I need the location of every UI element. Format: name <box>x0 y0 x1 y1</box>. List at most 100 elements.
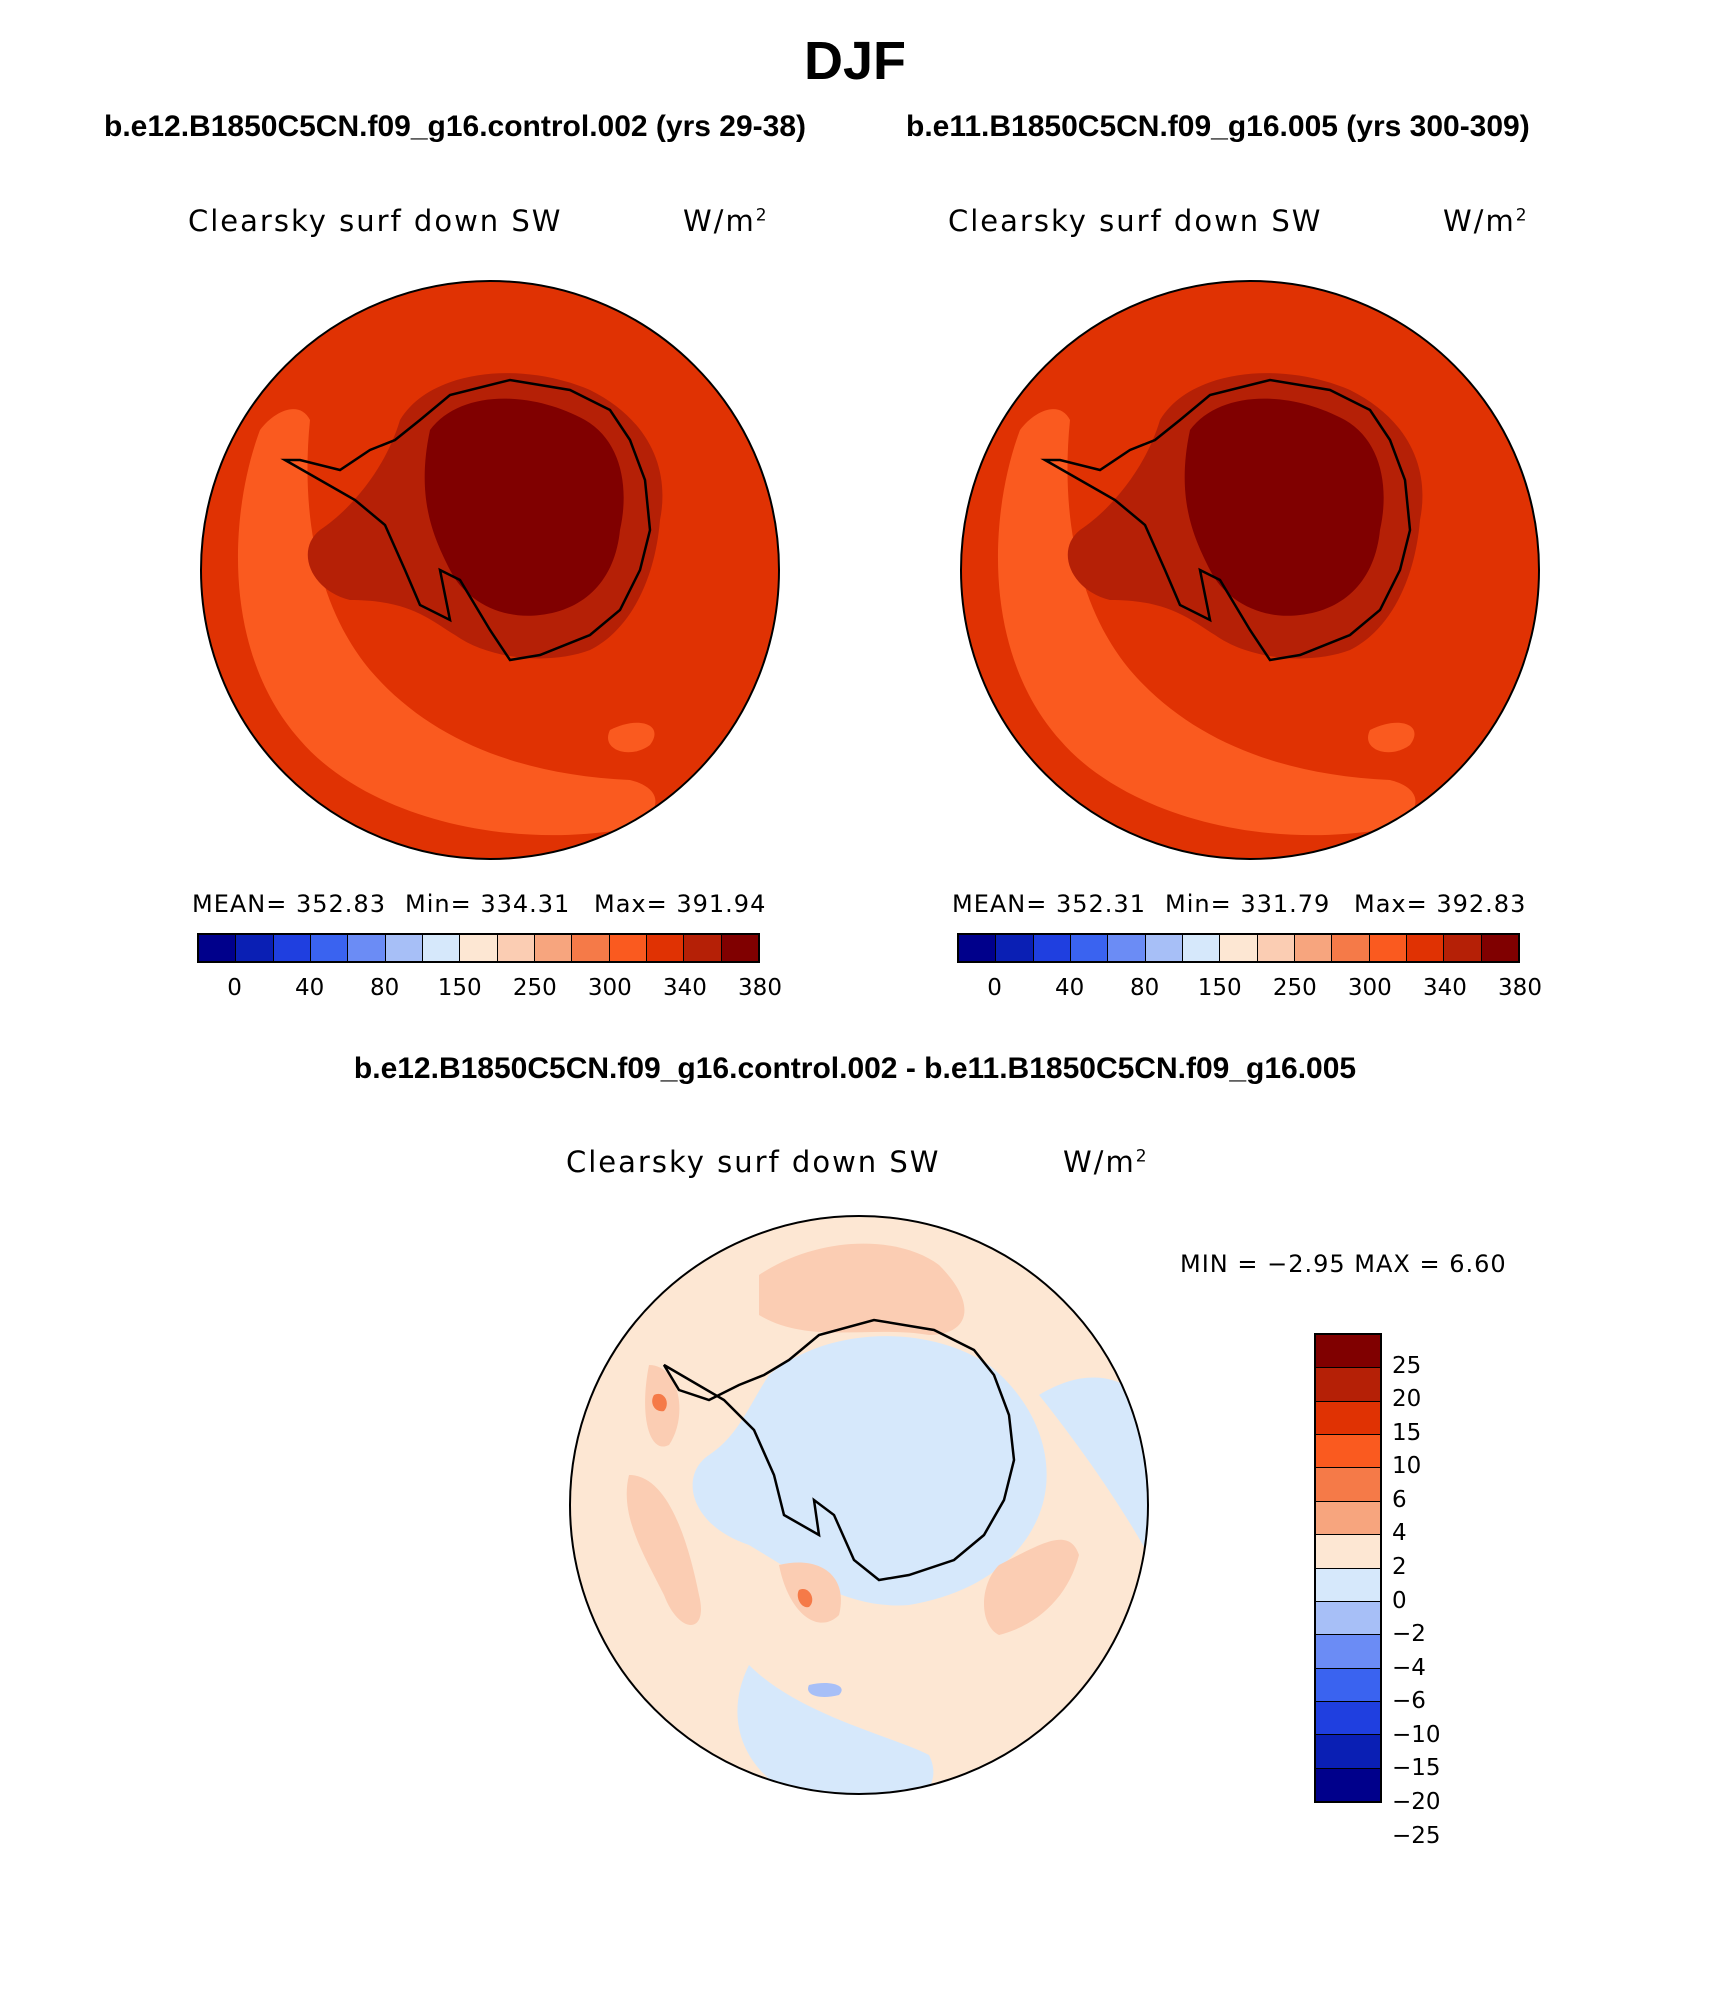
left-antarctica-map <box>200 280 780 860</box>
colorbar-swatch <box>1316 1635 1380 1669</box>
right-units-label: W/m2 <box>1443 204 1529 238</box>
right-antarctica-map <box>960 280 1540 860</box>
right-variable-label: Clearsky surf down SW <box>948 204 1323 238</box>
colorbar-swatch <box>721 935 758 961</box>
colorbar-swatch <box>385 935 423 961</box>
colorbar-swatch <box>1316 1435 1380 1469</box>
colorbar-swatch <box>1145 935 1183 961</box>
left-max-stat: Max= 391.94 <box>594 890 767 918</box>
difference-antarctica-map <box>569 1215 1149 1795</box>
colorbar-tick-label: 340 <box>1422 975 1467 1001</box>
colorbar-tick-label: 2 <box>1392 1554 1407 1580</box>
colorbar-tick-label: 300 <box>1347 975 1392 1001</box>
field-neg2-0-continent <box>692 1336 1047 1606</box>
colorbar-swatch <box>1316 1335 1380 1369</box>
field-max-plateau <box>1184 398 1384 616</box>
colorbar-tick-label: 80 <box>1130 975 1160 1001</box>
left-case-title: b.e12.B1850C5CN.f09_g16.control.002 (yrs… <box>104 110 807 143</box>
colorbar-tick-label: 0 <box>1392 1587 1407 1614</box>
colorbar-tick-label: −25 <box>1392 1822 1441 1849</box>
right-min-stat: Min= 331.79 <box>1165 890 1331 918</box>
colorbar-tick-label: 150 <box>437 975 482 1001</box>
left-min-stat: Min= 334.31 <box>405 890 571 918</box>
colorbar-swatch <box>1444 935 1482 961</box>
colorbar-tick-label: 15 <box>1392 1419 1422 1446</box>
colorbar-swatch <box>1332 935 1370 961</box>
colorbar-swatch <box>684 935 722 961</box>
difference-title: b.e12.B1850C5CN.f09_g16.control.002 - b.… <box>353 1052 1357 1085</box>
right-colorbar <box>957 933 1520 963</box>
field-max-plateau <box>424 398 624 616</box>
colorbar-tick-label: 380 <box>738 975 782 1001</box>
colorbar-tick-label: 20 <box>1392 1386 1422 1413</box>
colorbar-swatch <box>1316 1701 1380 1736</box>
colorbar-swatch <box>460 935 498 961</box>
colorbar-tick-label: 10 <box>1392 1453 1422 1480</box>
coastline <box>1040 378 1412 662</box>
colorbar-swatch <box>1182 935 1221 961</box>
colorbar-swatch <box>1294 935 1333 961</box>
colorbar-tick-label: 25 <box>1392 1352 1422 1379</box>
colorbar-tick-label: 0 <box>987 975 1002 1001</box>
colorbar-swatch <box>310 935 349 961</box>
colorbar-tick-label: 250 <box>512 975 557 1001</box>
diff-minmax-stat: MIN = −2.95 MAX = 6.60 <box>1180 1250 1507 1278</box>
colorbar-tick-label: 150 <box>1197 975 1242 1001</box>
right-mean-stat: MEAN= 352.31 <box>952 890 1146 918</box>
colorbar-swatch <box>1406 935 1445 961</box>
colorbar-swatch <box>199 935 237 961</box>
right-max-stat: Max= 392.83 <box>1354 890 1527 918</box>
colorbar-swatch <box>1070 935 1109 961</box>
colorbar-swatch <box>1481 935 1518 961</box>
colorbar-swatch <box>1316 1501 1380 1536</box>
coastline <box>280 378 652 662</box>
colorbar-swatch <box>534 935 573 961</box>
field-2-4-north <box>759 1243 965 1335</box>
colorbar-tick-label: −6 <box>1392 1688 1426 1715</box>
colorbar-tick-label: −10 <box>1392 1721 1441 1748</box>
colorbar-swatch <box>996 935 1034 961</box>
colorbar-tick-label: 40 <box>294 975 325 1001</box>
colorbar-swatch <box>1108 935 1146 961</box>
colorbar-swatch <box>646 935 685 961</box>
coastline <box>662 1318 1016 1582</box>
colorbar-swatch <box>1316 1601 1380 1636</box>
colorbar-tick-label: 380 <box>1498 975 1542 1001</box>
colorbar-tick-label: 40 <box>1054 975 1085 1001</box>
colorbar-swatch <box>1316 1568 1380 1602</box>
colorbar-tick-label: −15 <box>1392 1755 1441 1782</box>
colorbar-swatch <box>572 935 610 961</box>
colorbar-tick-label: 250 <box>1272 975 1317 1001</box>
diff-variable-label: Clearsky surf down SW <box>566 1145 941 1179</box>
colorbar-swatch <box>1316 1535 1380 1569</box>
colorbar-tick-label: 6 <box>1392 1486 1407 1513</box>
colorbar-swatch <box>273 935 311 961</box>
colorbar-tick-label: 0 <box>227 975 242 1001</box>
colorbar-swatch <box>1316 1468 1380 1502</box>
colorbar-swatch <box>236 935 274 961</box>
colorbar-tick-label: −20 <box>1392 1789 1441 1815</box>
colorbar-swatch <box>1316 1768 1380 1802</box>
right-case-title: b.e11.B1850C5CN.f09_g16.005 (yrs 300-309… <box>906 110 1530 143</box>
colorbar-swatch <box>497 935 535 961</box>
colorbar-swatch <box>1033 935 1071 961</box>
field-300-340-ring <box>997 409 1416 836</box>
colorbar-swatch <box>348 935 386 961</box>
colorbar-swatch <box>609 935 647 961</box>
left-variable-label: Clearsky surf down SW <box>188 204 563 238</box>
colorbar-swatch <box>1369 935 1407 961</box>
field-300-340-ring <box>237 409 656 836</box>
colorbar-tick-label: 80 <box>370 975 400 1001</box>
colorbar-swatch <box>959 935 997 961</box>
colorbar-swatch <box>1316 1401 1380 1436</box>
colorbar-swatch <box>1316 1368 1380 1402</box>
season-title: DJF <box>803 31 906 91</box>
left-colorbar <box>197 933 760 963</box>
diff-units-label: W/m2 <box>1063 1145 1149 1179</box>
colorbar-swatch <box>1316 1735 1380 1769</box>
colorbar-swatch <box>1220 935 1258 961</box>
colorbar-tick-label: 300 <box>587 975 632 1001</box>
left-units-label: W/m2 <box>683 204 769 238</box>
colorbar-tick-label: 4 <box>1392 1520 1407 1547</box>
colorbar-tick-label: −4 <box>1392 1654 1426 1681</box>
